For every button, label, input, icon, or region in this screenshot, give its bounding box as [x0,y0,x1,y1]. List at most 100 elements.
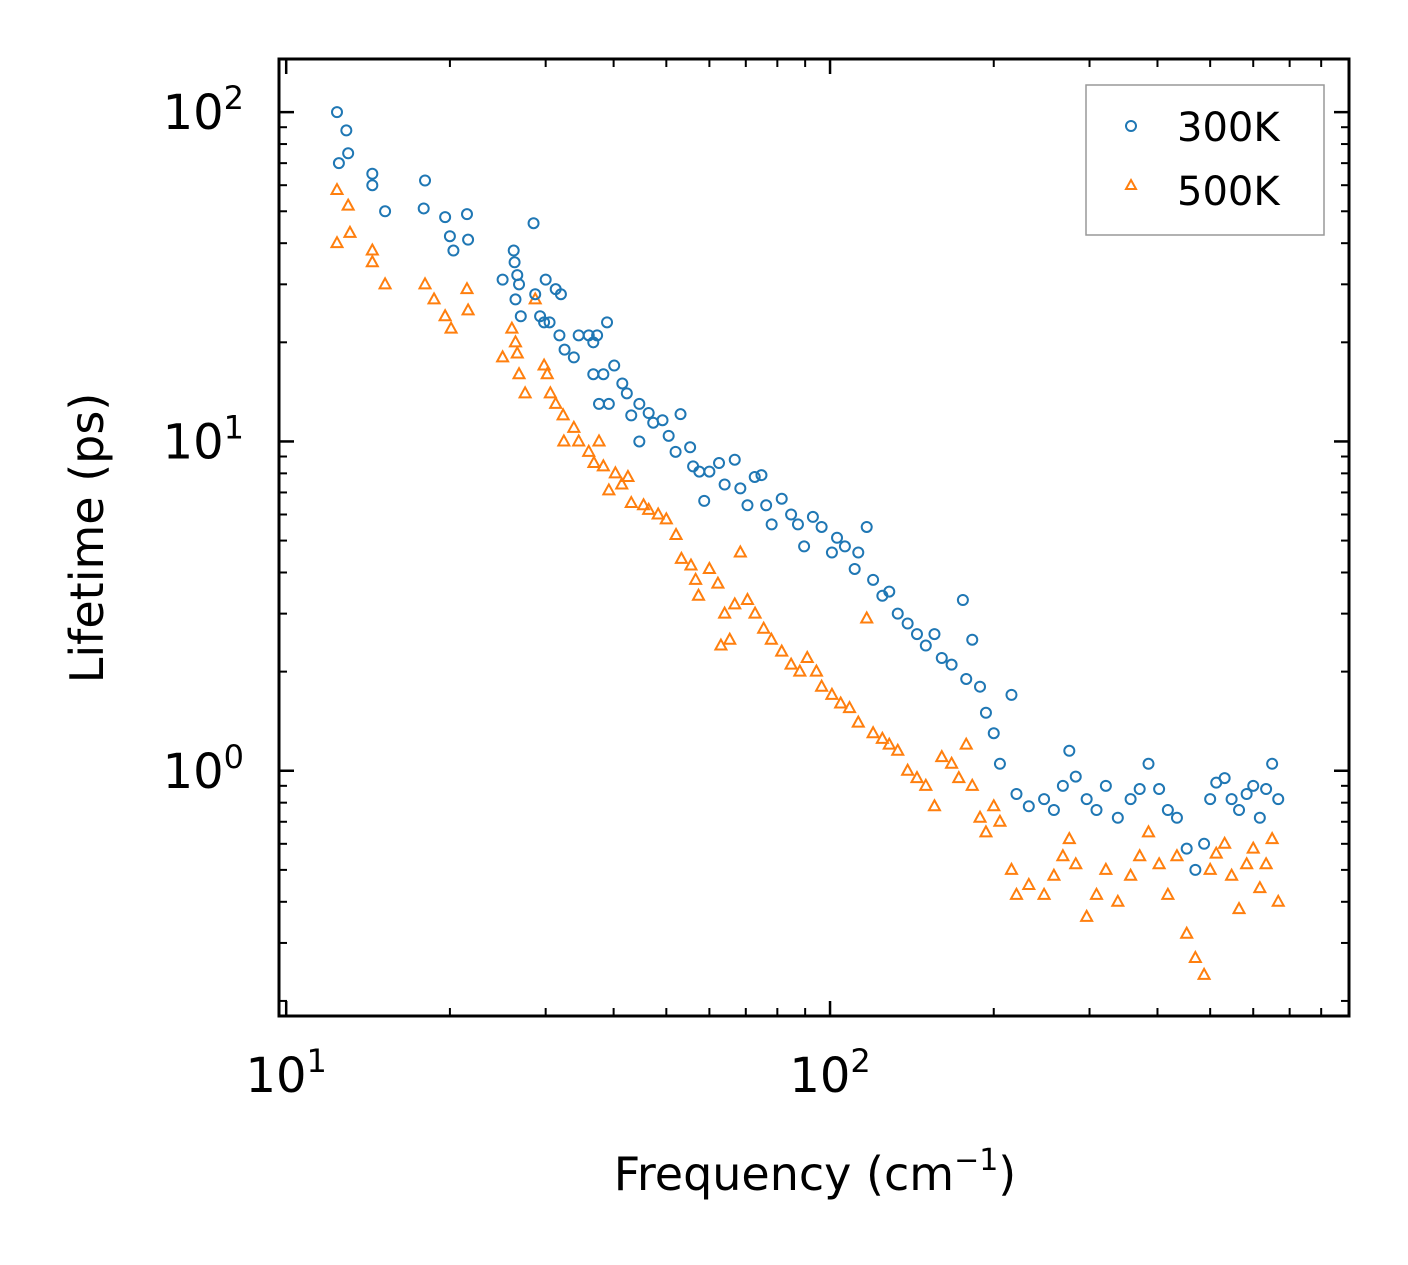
x-tick-label: 101 [245,1042,326,1104]
data-point-500k [365,242,380,256]
data-point-500k [824,686,840,700]
data-point-500k [1252,880,1268,894]
data-point-300k [852,546,865,559]
data-point-300k [332,157,345,170]
y-tick-label: 101 [163,408,244,470]
data-point-300k [867,573,880,586]
data-point-500k [340,197,356,211]
data-point-500k [747,605,763,619]
data-point-300k [993,757,1006,770]
data-point-500k [688,571,703,585]
data-point-300k [593,397,606,410]
data-point-500k [800,649,815,663]
data-point-500k [1179,925,1194,939]
data-point-300k [1099,779,1112,792]
data-point-500k [1110,893,1126,907]
data-point-300k [919,639,932,652]
data-point-300k [928,628,941,641]
data-point-500k [1055,848,1071,862]
data-point-300k [462,233,475,246]
data-point-300k [791,518,804,531]
data-point-300k [806,510,819,523]
data-point-500k [717,605,732,619]
data-point-500k [934,749,949,763]
data-point-300k [901,617,914,630]
data-point-300k [815,520,828,533]
data-point-300k [1170,811,1183,824]
data-point-500k [511,366,527,380]
data-point-500k [1271,893,1286,907]
data-point-500k [1246,840,1261,854]
data-point-500k [543,385,558,399]
data-point-500k [443,320,459,334]
y-tick-labels: 100 101 102 [163,79,244,800]
data-point-500k [591,433,607,447]
data-point-300k [620,387,633,400]
data-point-300k [1260,783,1273,796]
data-point-500k [1202,861,1218,875]
data-point-500k [636,497,651,511]
data-point-500k [417,276,433,290]
data-point-300k [945,658,958,671]
data-point-500k [377,276,393,290]
data-point-300k [529,288,542,301]
legend-300k-marker [1125,120,1137,132]
data-point-500k [508,334,523,348]
data-point-500k [459,281,475,295]
data-point-300k [601,316,614,329]
data-point-300k [1142,757,1155,770]
data-point-500k [601,482,617,496]
data-point-300k [974,680,987,693]
data-point-500k [1239,856,1254,870]
data-point-500k [944,755,959,769]
data-point-300k [602,397,615,410]
data-point-300k [755,469,768,482]
data-point-500k [1196,966,1212,980]
data-point-300k [543,316,556,329]
data-point-300k [848,562,861,575]
data-point-500k [1068,856,1083,870]
data-point-300k [798,540,811,553]
data-point-300k [674,408,687,421]
data-point-300k [1272,793,1285,806]
data-point-500k [1046,867,1062,881]
data-point-300k [1198,837,1211,850]
data-point-300k [567,351,580,364]
data-point-300k [1111,811,1124,824]
data-point-500k [1231,901,1247,915]
x-tick-labels: 101 102 [245,1042,870,1104]
data-point-300k [419,174,432,187]
data-point-300k [538,316,551,329]
data-point-500k [851,714,866,728]
data-point-500k [859,610,874,624]
data-point-300k [558,343,571,356]
data-point-300k [910,628,923,641]
data-point-500k [581,443,596,457]
data-point-500k [1169,848,1185,862]
data-point-500k [918,777,933,791]
data-point-500k [691,587,706,601]
data-point-500k [978,824,994,838]
data-point-300k [1005,688,1018,701]
data-point-500k [756,620,771,634]
data-point-500k [548,395,563,409]
data-point-300k [1090,804,1103,817]
data-point-500k [1098,861,1114,875]
data-point-500k [1151,856,1167,870]
data-point-500k [620,468,636,482]
data-point-500k [1258,856,1274,870]
data-point-500k [571,433,586,447]
data-point-300k [366,167,379,180]
data-point-300k [703,465,716,478]
data-point-500k [536,357,552,371]
data-point-300k [417,202,430,215]
data-point-300k [439,211,452,224]
data-point-500k [1188,949,1203,964]
data-point-300k [608,359,621,372]
data-point-300k [1133,783,1146,796]
data-point-300k [1161,804,1174,817]
data-point-500k [783,656,799,670]
data-point-500k [909,770,925,784]
data-point-300k [1010,787,1023,800]
data-point-300k [366,179,379,192]
